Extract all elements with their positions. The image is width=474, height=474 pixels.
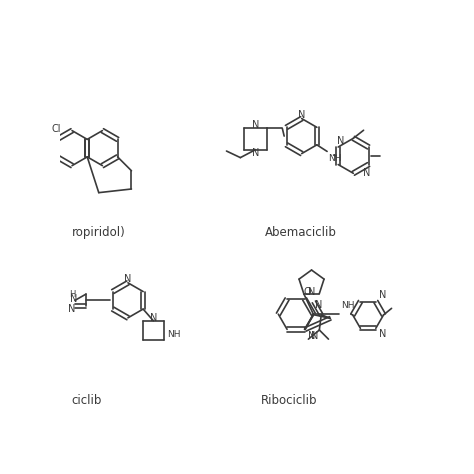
Text: Ribociclib: Ribociclib (261, 394, 318, 407)
Text: N: N (310, 331, 318, 341)
Text: N: N (68, 304, 75, 314)
Text: N: N (379, 329, 386, 339)
Text: N: N (315, 300, 323, 310)
Text: N: N (298, 110, 305, 120)
Text: H: H (70, 290, 76, 299)
Text: NH: NH (341, 301, 354, 310)
Text: N: N (252, 120, 259, 130)
Text: N: N (363, 168, 370, 178)
Text: N: N (308, 287, 316, 297)
Text: N: N (337, 136, 344, 146)
Text: ciclib: ciclib (72, 394, 102, 407)
Text: N: N (379, 291, 386, 301)
Text: Cl: Cl (52, 124, 62, 134)
Text: N: N (124, 274, 132, 284)
Text: ropiridol): ropiridol) (72, 227, 125, 239)
Text: NH: NH (167, 330, 180, 339)
Text: N: N (308, 331, 316, 341)
Text: N: N (70, 294, 77, 304)
Text: NH: NH (328, 155, 341, 164)
Text: O: O (303, 287, 311, 297)
Text: N: N (150, 313, 157, 323)
Text: Abemaciclib: Abemaciclib (265, 227, 337, 239)
Text: N: N (252, 147, 259, 157)
